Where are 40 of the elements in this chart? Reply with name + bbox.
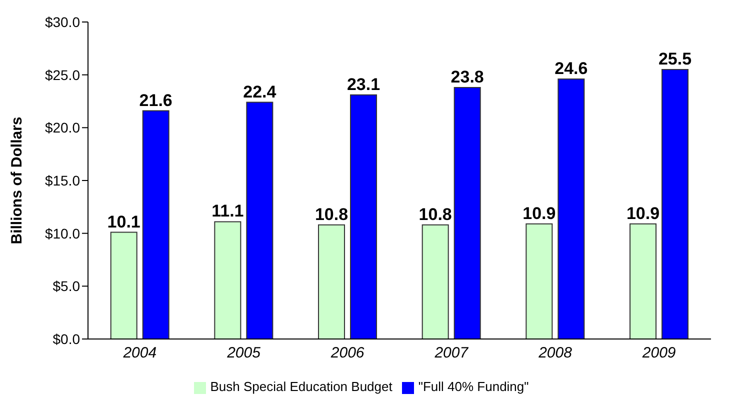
y-axis-title: Billions of Dollars (8, 116, 26, 244)
bar (422, 224, 449, 339)
legend-label: "Full 40% Funding" (418, 379, 529, 394)
data-label: 23.1 (346, 74, 380, 94)
data-label: 22.4 (243, 82, 277, 102)
data-label: 24.6 (554, 59, 588, 78)
bar (350, 94, 378, 339)
data-label: 11.1 (212, 202, 244, 221)
x-tick-label: 2006 (330, 344, 365, 362)
bar (526, 223, 553, 339)
bar (662, 69, 689, 339)
data-label: 21.6 (139, 90, 172, 110)
y-tick-label: $10.0 (44, 225, 80, 242)
data-label: 10.1 (107, 212, 140, 232)
y-tick-label: $5.0 (52, 278, 80, 294)
y-tick-label: $25.0 (44, 66, 80, 83)
bar (142, 110, 170, 339)
y-tick-label: $30.0 (44, 14, 80, 30)
bar (454, 87, 481, 339)
x-tick-label: 2005 (226, 344, 262, 362)
x-tick-label: 2009 (641, 344, 676, 362)
bar (630, 223, 657, 339)
bar (110, 232, 138, 339)
bar (246, 102, 274, 339)
legend-label: Bush Special Education Budget (210, 379, 392, 394)
data-label: 10.8 (418, 204, 452, 224)
x-tick-label: 2004 (122, 344, 157, 362)
y-tick-label: $20.0 (44, 120, 80, 136)
data-label: 10.9 (626, 204, 660, 223)
x-tick-label: 2008 (538, 344, 573, 362)
y-tick-label: $15.0 (44, 172, 80, 188)
data-label: 23.8 (450, 68, 484, 87)
data-label: 10.8 (314, 204, 348, 224)
y-tick-label: $0.0 (52, 330, 80, 347)
bar (214, 221, 242, 339)
data-label: 25.5 (658, 50, 692, 69)
data-label: 10.9 (522, 204, 556, 223)
bar (318, 224, 346, 339)
x-tick-label: 2007 (434, 344, 469, 362)
bar (558, 78, 585, 339)
